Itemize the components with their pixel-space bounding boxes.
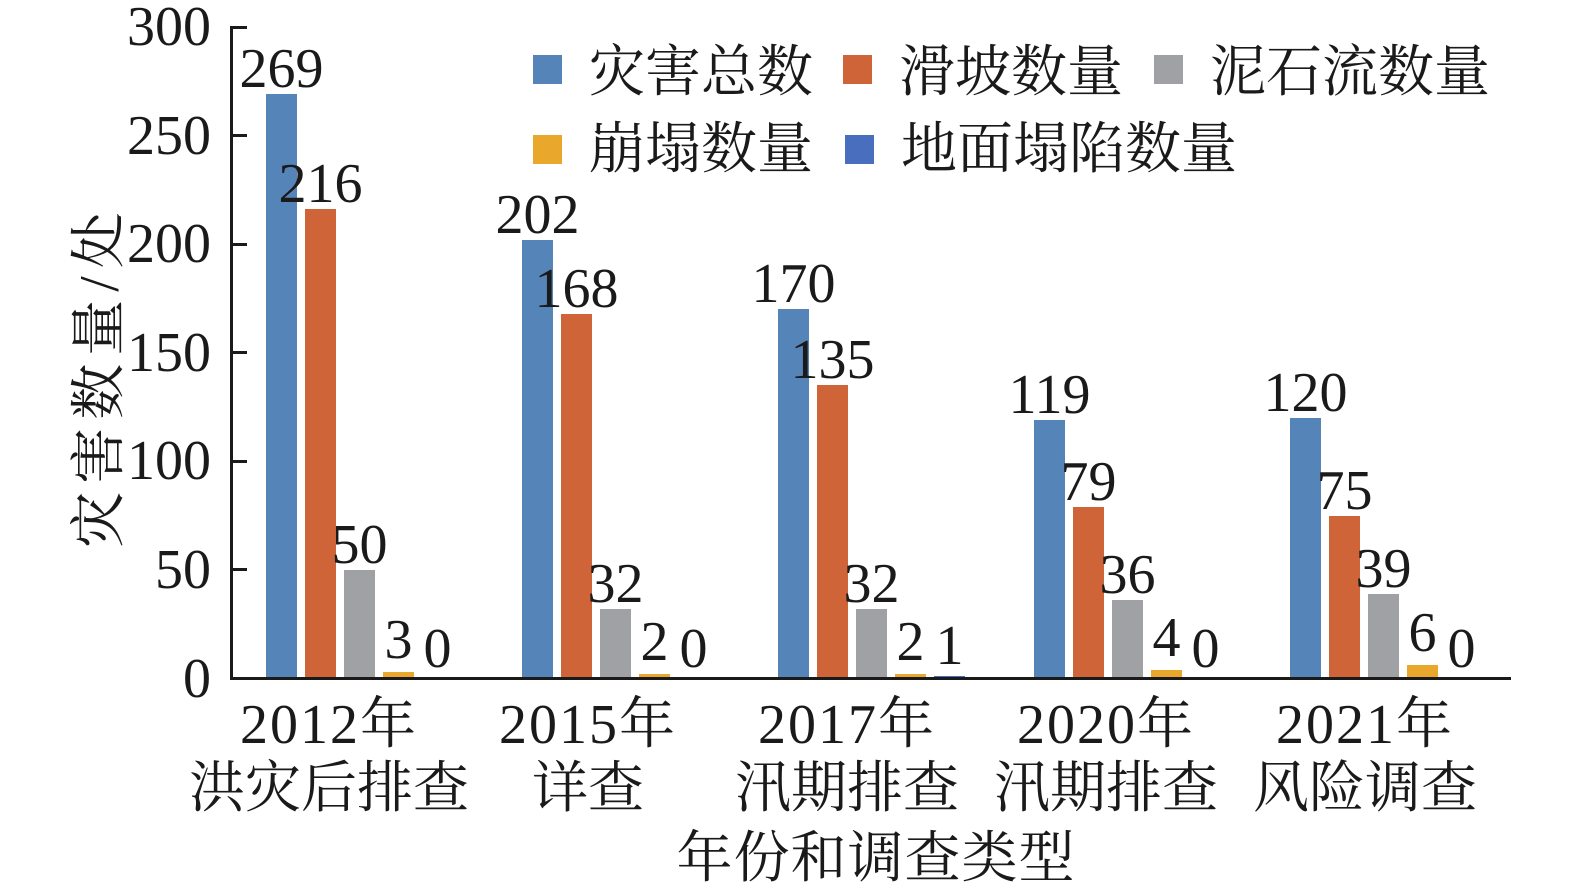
y-tick-label: 0 (183, 647, 211, 710)
x-tick-label-survey: 洪灾后排查 (189, 758, 469, 820)
bar-value-label: 135 (790, 329, 875, 392)
y-tick-label: 200 (127, 213, 211, 276)
bar-崩塌数量-4 (1407, 665, 1438, 677)
legend-swatch-滑坡数量 (843, 55, 872, 84)
bar-value-label: 2 (640, 611, 669, 674)
bar-泥石流数量-2 (856, 609, 887, 677)
bar-滑坡数量-2 (817, 385, 848, 677)
bar-value-label: 50 (331, 513, 388, 576)
y-tick-mark (233, 459, 247, 463)
x-tick-label-year: 2017年 (758, 694, 936, 756)
x-tick-label-survey: 详查 (532, 758, 644, 820)
y-tick-mark (233, 351, 247, 355)
bar-value-label: 170 (751, 253, 836, 316)
legend-label: 滑坡数量 (899, 42, 1123, 104)
bar-泥石流数量-0 (344, 569, 375, 677)
bar-value-label: 269 (239, 38, 324, 101)
x-tick-label-year: 2015年 (499, 694, 677, 756)
bar-value-label: 216 (278, 153, 363, 216)
bar-value-label: 79 (1060, 450, 1117, 513)
x-tick-label-year: 2012年 (240, 694, 418, 756)
y-tick-label: 100 (127, 430, 211, 493)
y-tick-mark (233, 677, 247, 680)
y-tick-mark (233, 242, 247, 246)
legend-swatch-泥石流数量 (1154, 55, 1183, 84)
bar-灾害总数-3 (1034, 420, 1065, 677)
legend-swatch-崩塌数量 (533, 135, 562, 164)
x-tick-label-survey: 汛期排查 (735, 758, 959, 820)
bar-崩塌数量-2 (895, 674, 926, 677)
bar-value-label: 39 (1355, 537, 1412, 600)
bar-value-label: 4 (1152, 606, 1181, 669)
bar-value-label: 0 (423, 617, 452, 680)
y-axis-title: 灾害数量/处 (69, 204, 131, 548)
bar-滑坡数量-0 (305, 209, 336, 677)
bar-泥石流数量-3 (1112, 600, 1143, 677)
bar-value-label: 2 (896, 611, 925, 674)
bar-泥石流数量-4 (1368, 593, 1399, 677)
bar-滑坡数量-3 (1073, 506, 1104, 677)
x-axis-line (230, 677, 1511, 680)
bar-value-label: 0 (679, 617, 708, 680)
bar-value-label: 32 (843, 553, 900, 615)
y-tick-label: 50 (155, 538, 211, 601)
legend-label: 灾害总数 (589, 42, 813, 104)
legend-swatch-地面塌陷数量 (845, 135, 874, 164)
bar-灾害总数-1 (522, 239, 553, 677)
bar-崩塌数量-0 (383, 671, 414, 677)
bar-滑坡数量-4 (1329, 515, 1360, 677)
bar-value-label: 6 (1408, 602, 1437, 665)
legend-label: 地面塌陷数量 (901, 119, 1237, 181)
bar-value-label: 202 (495, 183, 580, 246)
x-tick-label-survey: 汛期排查 (994, 758, 1218, 820)
bar-value-label: 1 (935, 615, 964, 678)
bar-value-label: 0 (1447, 617, 1476, 680)
bar-value-label: 120 (1263, 361, 1348, 424)
legend-swatch-灾害总数 (533, 55, 562, 84)
bar-灾害总数-0 (266, 94, 297, 677)
bar-泥石流数量-1 (600, 609, 631, 677)
y-tick-label: 150 (127, 321, 211, 384)
y-axis-line (230, 26, 233, 680)
x-axis-title: 年份和调查类型 (676, 828, 1076, 890)
y-tick-label: 250 (127, 104, 211, 167)
bar-value-label: 168 (534, 257, 619, 320)
legend-label: 泥石流数量 (1210, 42, 1490, 104)
y-tick-mark (233, 568, 247, 572)
bar-崩塌数量-3 (1151, 669, 1182, 677)
bar-value-label: 3 (384, 608, 413, 671)
bar-灾害总数-4 (1290, 417, 1321, 677)
bar-地面塌陷数量-2 (934, 676, 965, 677)
bar-value-label: 75 (1316, 459, 1373, 522)
bar-value-label: 32 (587, 553, 644, 615)
bar-value-label: 36 (1099, 544, 1156, 607)
bar-崩塌数量-1 (639, 674, 670, 677)
x-tick-label-year: 2021年 (1276, 694, 1454, 756)
x-tick-label-year: 2020年 (1017, 694, 1195, 756)
y-tick-mark (233, 134, 247, 138)
y-tick-mark (233, 25, 247, 29)
bar-滑坡数量-1 (561, 313, 592, 677)
y-tick-label: 300 (127, 0, 211, 58)
legend-label: 崩塌数量 (589, 119, 813, 181)
x-tick-label-survey: 风险调查 (1253, 758, 1477, 820)
bar-value-label: 0 (1191, 617, 1220, 680)
bar-value-label: 119 (1008, 364, 1091, 427)
bar-灾害总数-2 (778, 309, 809, 677)
